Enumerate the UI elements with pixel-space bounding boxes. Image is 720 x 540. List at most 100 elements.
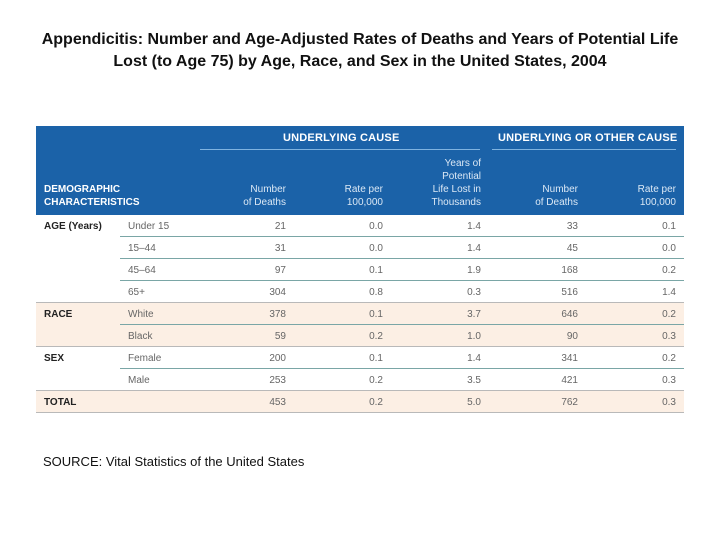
header-line: CHARACTERISTICS xyxy=(44,197,140,208)
header-line: Number xyxy=(250,184,286,195)
cell-value: 1.9 xyxy=(467,265,481,276)
row-label: 65+ xyxy=(128,287,145,298)
demographic-header: DEMOGRAPHIC CHARACTERISTICS xyxy=(44,183,140,209)
col-header-rate-other: Rate per 100,000 xyxy=(638,183,676,209)
cell-value: 1.4 xyxy=(662,287,676,298)
cell-value: 421 xyxy=(561,375,578,386)
row-label: Male xyxy=(128,375,150,386)
cell-value: 0.0 xyxy=(369,221,383,232)
row-label: Black xyxy=(128,331,153,342)
table-header: UNDERLYING CAUSE UNDERLYING OR OTHER CAU… xyxy=(36,126,684,215)
row-divider xyxy=(120,236,684,237)
header-line: Thousands xyxy=(431,197,481,208)
cell-value: 0.1 xyxy=(369,309,383,320)
cell-value: 0.2 xyxy=(369,331,383,342)
source-note: SOURCE: Vital Statistics of the United S… xyxy=(43,454,305,469)
table-row: AGE (Years) Under 15 21 0.0 1.4 33 0.1 xyxy=(36,215,684,237)
cell-value: 0.2 xyxy=(369,397,383,408)
row-label: 45–64 xyxy=(128,265,156,276)
row-divider xyxy=(36,346,684,347)
row-label: Female xyxy=(128,353,162,364)
row-divider xyxy=(36,302,684,303)
cell-value: 3.5 xyxy=(467,375,481,386)
row-label: 15–44 xyxy=(128,243,156,254)
header-line: Potential xyxy=(442,171,481,182)
header-line: Years of xyxy=(444,158,481,169)
cell-value: 0.1 xyxy=(662,221,676,232)
cell-value: 378 xyxy=(269,309,286,320)
cell-value: 341 xyxy=(561,353,578,364)
cell-value: 45 xyxy=(566,243,578,254)
table-row: RACE White 378 0.1 3.7 646 0.2 xyxy=(36,303,684,325)
row-divider xyxy=(120,324,684,325)
cell-value: 168 xyxy=(561,265,578,276)
cell-value: 0.1 xyxy=(369,265,383,276)
row-divider xyxy=(36,390,684,391)
cell-value: 59 xyxy=(274,331,286,342)
cell-value: 90 xyxy=(566,331,578,342)
cell-value: 1.4 xyxy=(467,243,481,254)
section-label: RACE xyxy=(44,309,73,320)
row-divider xyxy=(120,258,684,259)
cell-value: 200 xyxy=(269,353,286,364)
cell-value: 0.3 xyxy=(662,331,676,342)
header-line: of Deaths xyxy=(535,197,578,208)
cell-value: 0.0 xyxy=(369,243,383,254)
group-underline xyxy=(200,149,480,150)
cell-value: 0.2 xyxy=(662,309,676,320)
cell-value: 453 xyxy=(269,397,286,408)
cell-value: 0.0 xyxy=(662,243,676,254)
group-header-underlying: UNDERLYING CAUSE xyxy=(283,132,400,144)
table-row: SEX Female 200 0.1 1.4 341 0.2 xyxy=(36,347,684,369)
row-divider xyxy=(36,412,684,413)
cell-value: 646 xyxy=(561,309,578,320)
header-line: DEMOGRAPHIC xyxy=(44,184,121,195)
table-row: 15–44 31 0.0 1.4 45 0.0 xyxy=(36,237,684,259)
cell-value: 33 xyxy=(566,221,578,232)
row-label: White xyxy=(128,309,154,320)
table-row: 45–64 97 0.1 1.9 168 0.2 xyxy=(36,259,684,281)
slide-title: Appendicitis: Number and Age-Adjusted Ra… xyxy=(41,31,679,70)
section-label: AGE (Years) xyxy=(44,221,102,232)
table-row: Male 253 0.2 3.5 421 0.3 xyxy=(36,369,684,391)
col-header-ypll: Years of Potential Life Lost in Thousands xyxy=(432,157,481,209)
header-line: Number xyxy=(542,184,578,195)
col-header-rate: Rate per 100,000 xyxy=(345,183,383,209)
header-line: Rate per xyxy=(344,184,383,195)
table-row: 65+ 304 0.8 0.3 516 1.4 xyxy=(36,281,684,303)
cell-value: 31 xyxy=(274,243,286,254)
cell-value: 0.2 xyxy=(369,375,383,386)
cell-value: 21 xyxy=(274,221,286,232)
cell-value: 0.2 xyxy=(662,265,676,276)
data-table: UNDERLYING CAUSE UNDERLYING OR OTHER CAU… xyxy=(36,126,684,413)
cell-value: 0.1 xyxy=(369,353,383,364)
col-header-deaths-other: Number of Deaths xyxy=(535,183,578,209)
cell-value: 0.2 xyxy=(662,353,676,364)
row-label: Under 15 xyxy=(128,221,170,232)
row-divider xyxy=(120,280,684,281)
cell-value: 0.3 xyxy=(662,397,676,408)
cell-value: 0.8 xyxy=(369,287,383,298)
cell-value: 1.4 xyxy=(467,221,481,232)
header-line: Rate per xyxy=(637,184,676,195)
header-line: of Deaths xyxy=(243,197,286,208)
group-underline xyxy=(492,149,676,150)
header-line: 100,000 xyxy=(639,197,676,208)
col-header-deaths: Number of Deaths xyxy=(243,183,286,209)
cell-value: 0.3 xyxy=(467,287,481,298)
section-label: TOTAL xyxy=(44,397,77,408)
cell-value: 0.3 xyxy=(662,375,676,386)
cell-value: 5.0 xyxy=(467,397,481,408)
header-line: Life Lost in xyxy=(432,184,481,195)
row-divider xyxy=(120,368,684,369)
table-row: TOTAL 453 0.2 5.0 762 0.3 xyxy=(36,391,684,413)
cell-value: 1.4 xyxy=(467,353,481,364)
cell-value: 304 xyxy=(269,287,286,298)
section-label: SEX xyxy=(44,353,65,364)
table-row: Black 59 0.2 1.0 90 0.3 xyxy=(36,325,684,347)
cell-value: 3.7 xyxy=(467,309,481,320)
table-body: AGE (Years) Under 15 21 0.0 1.4 33 0.1 15–44 31 0… xyxy=(36,215,684,413)
header-line: 100,000 xyxy=(346,197,383,208)
cell-value: 762 xyxy=(561,397,578,408)
cell-value: 97 xyxy=(274,265,286,276)
